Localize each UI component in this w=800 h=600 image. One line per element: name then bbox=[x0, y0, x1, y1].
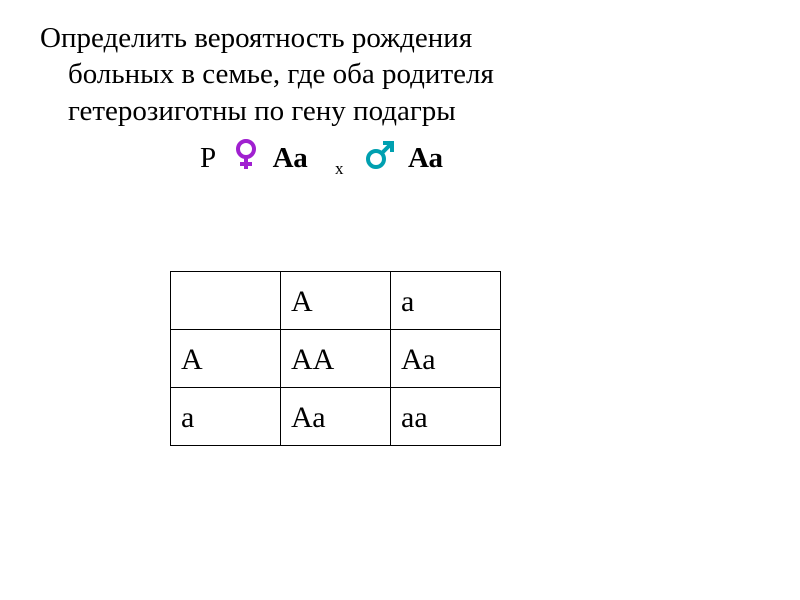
problem-text: Определить вероятность рождения больных … bbox=[40, 20, 760, 129]
female-genotype: Аа bbox=[273, 142, 308, 174]
punnett-cell: АА bbox=[281, 329, 391, 387]
parental-cross: Р Аа х Аа bbox=[40, 141, 760, 181]
punnett-cell: Аа bbox=[391, 329, 501, 387]
slide-page: Определить вероятность рождения больных … bbox=[0, 0, 800, 486]
p-label: Р bbox=[200, 142, 216, 174]
punnett-row-header: А bbox=[171, 329, 281, 387]
cross-symbol: х bbox=[335, 159, 344, 178]
punnett-row-header: а bbox=[171, 387, 281, 445]
male-genotype: Аа bbox=[408, 142, 443, 174]
punnett-table: А а А АА Аа а Аа аа bbox=[170, 271, 501, 446]
table-row: А а bbox=[171, 271, 501, 329]
punnett-col-header: А bbox=[281, 271, 391, 329]
problem-line-1: Определить вероятность рождения bbox=[40, 20, 760, 56]
female-icon bbox=[233, 139, 259, 179]
punnett-square: А а А АА Аа а Аа аа bbox=[40, 271, 760, 446]
male-icon bbox=[365, 140, 395, 178]
punnett-cell: аа bbox=[391, 387, 501, 445]
punnett-cell: Аа bbox=[281, 387, 391, 445]
problem-line-2: больных в семье, где оба родителя bbox=[40, 56, 760, 92]
punnett-col-header: а bbox=[391, 271, 501, 329]
punnett-corner bbox=[171, 271, 281, 329]
problem-line-3: гетерозиготны по гену подагры bbox=[40, 93, 760, 129]
table-row: а Аа аа bbox=[171, 387, 501, 445]
table-row: А АА Аа bbox=[171, 329, 501, 387]
